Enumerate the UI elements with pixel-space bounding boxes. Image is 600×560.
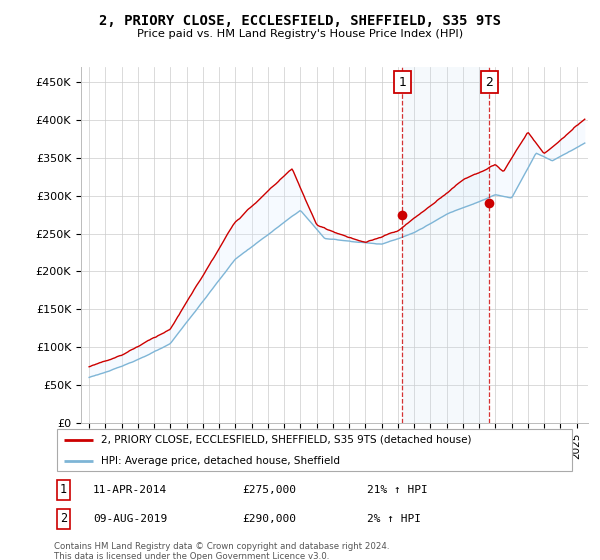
Bar [403, 67, 489, 423]
Text: 2: 2 [60, 512, 67, 525]
Text: Contains HM Land Registry data © Crown copyright and database right 2024.
This d: Contains HM Land Registry data © Crown c… [54, 542, 389, 560]
Text: HPI: Average price, detached house, Sheffield: HPI: Average price, detached house, Shef… [101, 456, 340, 466]
FancyBboxPatch shape [56, 429, 572, 472]
Text: 1: 1 [398, 76, 406, 89]
Text: 2, PRIORY CLOSE, ECCLESFIELD, SHEFFIELD, S35 9TS: 2, PRIORY CLOSE, ECCLESFIELD, SHEFFIELD,… [99, 14, 501, 28]
Text: 1: 1 [60, 483, 67, 496]
Text: 11-APR-2014: 11-APR-2014 [93, 485, 167, 494]
Text: £290,000: £290,000 [242, 514, 296, 524]
Text: £275,000: £275,000 [242, 485, 296, 494]
Text: 2% ↑ HPI: 2% ↑ HPI [367, 514, 421, 524]
Text: 21% ↑ HPI: 21% ↑ HPI [367, 485, 428, 494]
Text: Price paid vs. HM Land Registry's House Price Index (HPI): Price paid vs. HM Land Registry's House … [137, 29, 463, 39]
Text: 2, PRIORY CLOSE, ECCLESFIELD, SHEFFIELD, S35 9TS (detached house): 2, PRIORY CLOSE, ECCLESFIELD, SHEFFIELD,… [101, 435, 472, 445]
Text: 09-AUG-2019: 09-AUG-2019 [93, 514, 167, 524]
Text: 2: 2 [485, 76, 493, 89]
